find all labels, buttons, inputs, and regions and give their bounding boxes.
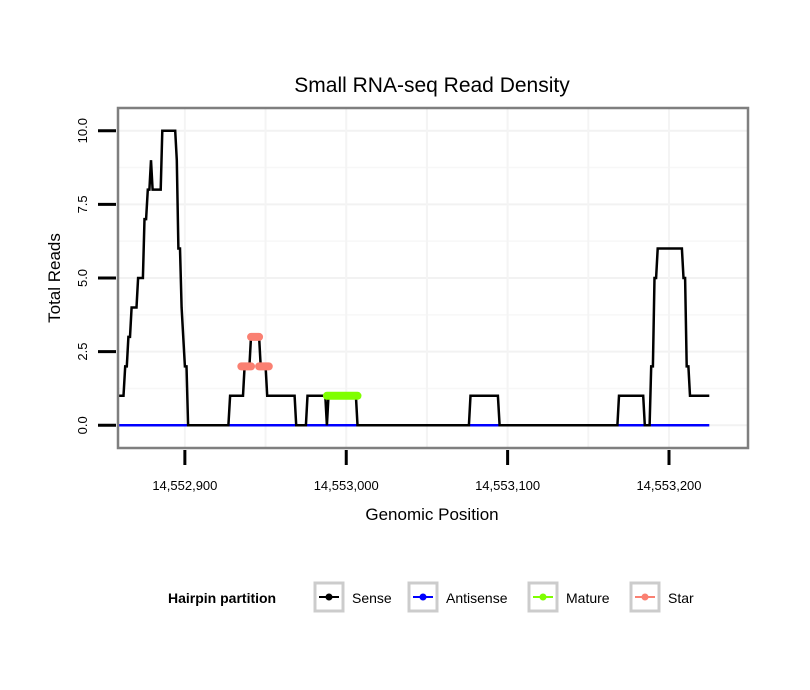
y-axis: 0.0 2.5 5.0 7.5 10.0 <box>75 118 116 434</box>
plot-border <box>116 106 750 450</box>
x-tick-label: 14,553,100 <box>475 478 540 493</box>
x-tick-label: 14,553,000 <box>314 478 379 493</box>
legend-label-star: Star <box>668 590 694 606</box>
x-axis: 14,552,900 14,553,000 14,553,100 14,553,200 <box>152 450 702 493</box>
legend-key-point <box>641 593 649 601</box>
y-tick-label: 0.0 <box>75 416 90 434</box>
series-layer <box>118 129 710 427</box>
legend-key-point <box>539 593 547 601</box>
legend-key-point <box>419 593 427 601</box>
legend-entries: Sense Antisense Mature Star <box>313 581 694 613</box>
y-tick-label: 2.5 <box>75 343 90 361</box>
grid <box>118 108 748 448</box>
y-tick-label: 10.0 <box>75 118 90 143</box>
x-axis-title: Genomic Position <box>365 505 498 524</box>
y-tick-label: 7.5 <box>75 195 90 213</box>
legend-label-sense: Sense <box>352 590 392 606</box>
legend-key-point <box>325 593 333 601</box>
y-axis-title: Total Reads <box>45 233 64 323</box>
plot-area <box>116 106 750 450</box>
series-sense-line <box>118 129 710 427</box>
legend-label-antisense: Antisense <box>446 590 508 606</box>
legend: Hairpin partition Sense Antisense Mature St… <box>168 581 694 613</box>
x-tick-label: 14,553,200 <box>636 478 701 493</box>
x-tick-label: 14,552,900 <box>152 478 217 493</box>
legend-label-mature: Mature <box>566 590 610 606</box>
chart-title: Small RNA-seq Read Density <box>294 74 570 97</box>
y-tick-label: 5.0 <box>75 269 90 287</box>
legend-title: Hairpin partition <box>168 590 276 606</box>
